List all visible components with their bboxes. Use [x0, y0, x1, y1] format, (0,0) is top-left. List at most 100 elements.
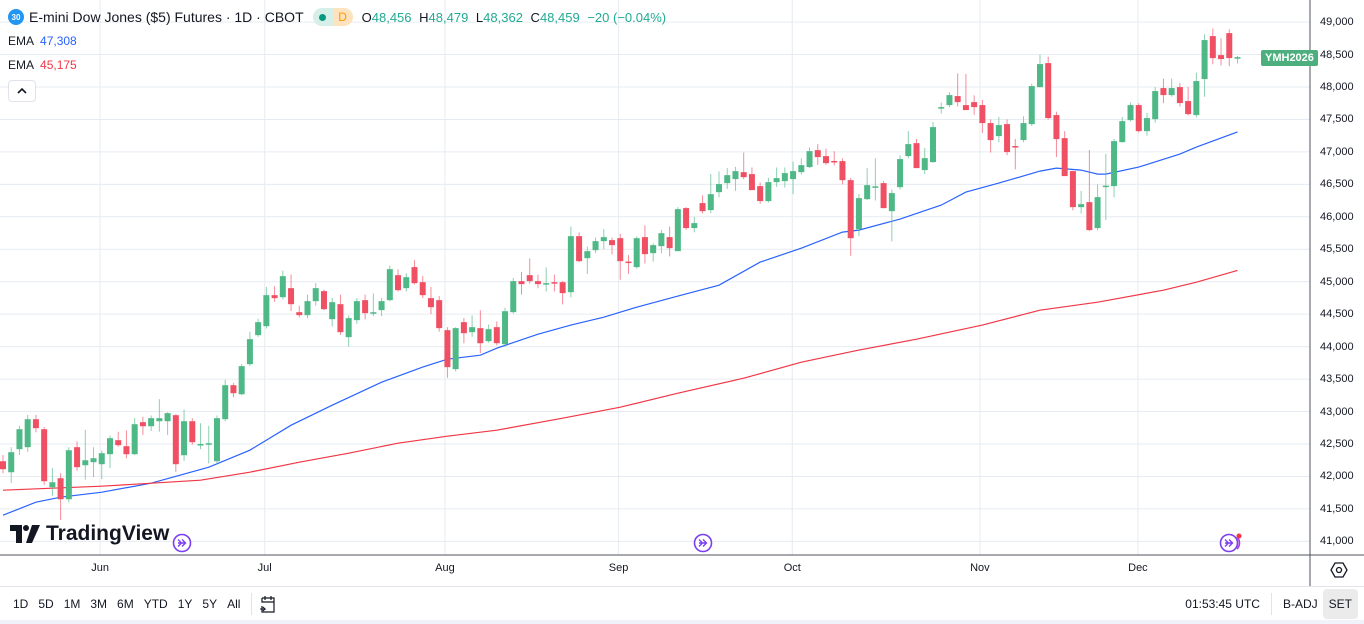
axis-settings-icon[interactable] [1330, 561, 1348, 579]
candle-body [255, 322, 262, 336]
candle-body [123, 446, 130, 455]
candle-body [1094, 197, 1101, 229]
candle-body [543, 283, 550, 285]
candle-body [814, 150, 821, 158]
candle-body [1045, 63, 1052, 119]
candle-body [872, 186, 879, 188]
candle-body [987, 123, 994, 141]
time-axis-label: Aug [435, 562, 455, 574]
close-value: 48,459 [539, 9, 580, 25]
price-axis-label: 49,000 [1320, 16, 1354, 29]
candle-body [1061, 138, 1068, 177]
candle-body [798, 165, 805, 173]
range-button-ytd[interactable]: YTD [143, 597, 168, 611]
range-button-all[interactable]: All [227, 597, 241, 611]
indicator-value: 45,175 [40, 58, 77, 72]
range-button-1d[interactable]: 1D [13, 597, 29, 611]
candle-body [855, 198, 862, 230]
time-axis-label: Nov [970, 562, 990, 574]
candle-body [929, 127, 936, 163]
close-label: C [530, 9, 540, 25]
candle-body [946, 95, 953, 106]
candle-body [74, 447, 81, 468]
price-axis-label: 46,500 [1320, 178, 1354, 191]
indicator-value: 47,308 [40, 34, 77, 48]
candle-body [65, 450, 72, 500]
range-button-1y[interactable]: 1Y [177, 597, 193, 611]
low-label: L [475, 9, 484, 25]
candle-body [502, 311, 509, 345]
candle-body [823, 156, 829, 164]
candle-body [1069, 171, 1076, 208]
candle-body [411, 267, 418, 284]
delayed-badge: D [332, 8, 353, 26]
logo-text: TradingView [46, 522, 170, 545]
candle-body [757, 186, 764, 202]
candle-body [716, 184, 723, 193]
time-axis-label: Dec [1128, 562, 1148, 574]
candle-body [740, 172, 747, 178]
candle-body [864, 185, 871, 200]
price-axis-label: 47,500 [1320, 113, 1354, 126]
price-chart[interactable] [0, 0, 1364, 586]
candle-body [90, 458, 97, 463]
range-buttons: 1D 5D 1M 3M 6M YTD 1Y 5Y All [8, 597, 245, 611]
ema-line [2, 269, 1238, 491]
candle-body [592, 241, 599, 251]
range-button-5d[interactable]: 5D [38, 597, 54, 611]
chevron-up-icon [17, 87, 27, 94]
ohlc-values: O48,456 H48,479 L48,362 C48,459 −20 (−0.… [362, 10, 670, 25]
clock-timezone[interactable]: 01:53:45 UTC [1185, 597, 1260, 611]
market-status-pill[interactable]: D [312, 8, 353, 26]
time-axis-label: Sep [608, 562, 629, 574]
candle-body [1127, 105, 1134, 121]
economic-event-marker[interactable] [172, 532, 196, 559]
candle-body [609, 240, 616, 246]
range-button-3m[interactable]: 3M [90, 597, 108, 611]
candle-body [279, 276, 286, 298]
candle-body [847, 180, 854, 239]
candle-body [600, 237, 607, 242]
candle-body [1086, 202, 1093, 231]
tradingview-logo-icon [10, 525, 40, 543]
tradingview-logo[interactable]: TradingView [10, 522, 169, 546]
candle-body [312, 288, 319, 302]
candle-body [16, 429, 23, 450]
low-value: 48,362 [483, 9, 523, 25]
session-toggle[interactable]: SET [1322, 589, 1358, 619]
candle-body [1152, 91, 1159, 120]
candle-body [452, 328, 459, 370]
candle-body [1209, 36, 1216, 59]
candle-body [181, 421, 188, 456]
economic-event-marker[interactable] [1219, 532, 1243, 559]
candle-body [510, 281, 517, 313]
back-adjustment-toggle[interactable]: B-ADJ [1282, 597, 1318, 611]
symbol-price-tag: YMH2026 [1261, 50, 1318, 66]
candle-body [674, 209, 681, 252]
candle-body [370, 312, 377, 314]
indicator-ema-fast[interactable]: EMA 47,308 [8, 34, 77, 48]
collapse-legend-button[interactable] [8, 80, 36, 102]
symbol-logo-icon: 30 [8, 9, 24, 25]
range-button-5y[interactable]: 5Y [202, 597, 218, 611]
candle-body [880, 183, 887, 209]
candle-body [1193, 81, 1200, 116]
range-button-1m[interactable]: 1M [63, 597, 81, 611]
candle-body [164, 413, 171, 422]
candle-body [263, 295, 270, 327]
indicator-ema-slow[interactable]: EMA 45,175 [8, 58, 77, 72]
candle-body [790, 171, 797, 180]
economic-event-marker[interactable] [693, 532, 717, 559]
candle-body [378, 301, 385, 311]
candle-body [1226, 33, 1233, 59]
symbol-title[interactable]: E-mini Dow Jones ($5) Futures · 1D · CBO… [29, 9, 304, 25]
range-button-6m[interactable]: 6M [117, 597, 134, 611]
candle-body [386, 269, 393, 301]
open-value: 48,456 [371, 9, 412, 25]
candle-body [1036, 64, 1043, 88]
candle-body [773, 178, 780, 183]
indicator-label: EMA [8, 58, 35, 72]
candle-body [1201, 40, 1208, 80]
candle-body [205, 443, 212, 445]
go-to-date-icon[interactable] [258, 594, 278, 614]
